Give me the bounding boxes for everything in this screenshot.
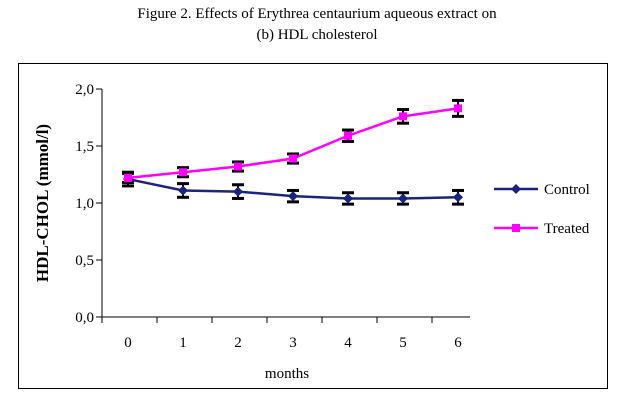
legend-label: Control (544, 182, 590, 198)
legend-marker (511, 184, 521, 194)
x-tick-label: 5 (399, 335, 407, 351)
x-axis-ticks: 0 1 2 3 4 5 6 (101, 317, 462, 351)
x-tick-label: 2 (234, 335, 242, 351)
data-point (453, 192, 463, 203)
data-point (178, 185, 188, 196)
legend: Control Treated (494, 182, 590, 237)
y-tick-label: 1,5 (75, 139, 94, 155)
y-axis-ticks: 0,0 0,5 1,0 1,5 2,0 (75, 82, 102, 326)
figure-caption-line2: (b) HDL cholesterol (256, 27, 378, 43)
data-point (234, 162, 242, 171)
chart-frame (18, 63, 608, 389)
series-control (122, 170, 464, 206)
data-point (288, 191, 298, 202)
data-point (124, 173, 132, 182)
x-tick-label: 4 (344, 335, 352, 351)
data-point (289, 154, 297, 163)
series-treated (122, 98, 464, 184)
legend-item-control: Control (494, 182, 590, 198)
data-point (233, 186, 243, 197)
data-point (399, 112, 407, 121)
x-axis-title: months (265, 366, 309, 382)
data-point (344, 131, 352, 140)
y-tick-label: 0,0 (75, 310, 94, 326)
data-point (179, 168, 187, 177)
y-axis-title: HDL-CHOL (mmol/l) (33, 124, 52, 282)
axes (101, 89, 470, 318)
legend-item-treated: Treated (494, 221, 590, 237)
x-tick-label: 3 (289, 335, 297, 351)
x-tick-label: 6 (454, 335, 462, 351)
y-tick-label: 1,0 (75, 196, 94, 212)
y-tick-label: 0,5 (75, 253, 94, 269)
data-point (343, 193, 353, 204)
x-tick-label: 1 (179, 335, 187, 351)
series-layer (122, 98, 464, 206)
legend-marker (512, 224, 520, 232)
x-tick-label: 0 (124, 335, 132, 351)
figure-caption-line1: Figure 2. Effects of Erythrea centaurium… (137, 6, 497, 22)
data-point (398, 193, 408, 204)
y-tick-label: 2,0 (75, 82, 94, 98)
data-point (454, 104, 462, 113)
legend-label: Treated (544, 221, 590, 237)
